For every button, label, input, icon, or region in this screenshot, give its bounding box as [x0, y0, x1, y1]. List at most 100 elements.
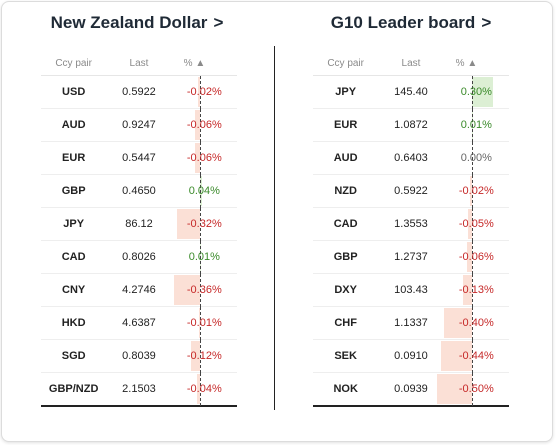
- last-price-cell: 0.0910: [378, 339, 444, 373]
- negative-change-bar: [174, 275, 200, 305]
- table-row[interactable]: AUD 0.6403 0.00%: [313, 141, 509, 175]
- table-row[interactable]: CHF 1.1337 -0.40%: [313, 306, 509, 340]
- negative-change-bar: [470, 176, 472, 206]
- pct-change-cell: 0.04%: [171, 174, 237, 208]
- panel-title-text: New Zealand Dollar: [50, 13, 208, 32]
- zero-line: [471, 241, 473, 274]
- table-row[interactable]: GBP 0.4650 0.04%: [41, 174, 237, 208]
- column-header-pair[interactable]: Ccy pair: [41, 51, 107, 76]
- pct-change-value: -0.40%: [458, 317, 494, 329]
- zero-line: [471, 142, 473, 175]
- pct-change-value: 0.01%: [460, 119, 492, 131]
- pair-cell: GBP: [313, 240, 379, 274]
- pct-change-value: -0.02%: [458, 185, 494, 197]
- pct-change-cell: 0.01%: [171, 240, 237, 274]
- table-row[interactable]: GBP/NZD 2.1503 -0.04%: [41, 372, 237, 407]
- pct-change-value: -0.06%: [186, 152, 222, 164]
- table-row[interactable]: EUR 0.5447 -0.06%: [41, 141, 237, 175]
- column-header-pair[interactable]: Ccy pair: [313, 51, 379, 76]
- pct-change-cell: -0.01%: [171, 306, 237, 340]
- last-price-cell: 0.8026: [106, 240, 172, 274]
- zero-line: [199, 175, 201, 208]
- negative-change-bar: [462, 275, 472, 305]
- table-header-row: Ccy pair Last % ▲: [313, 51, 509, 76]
- pct-change-value: -0.12%: [186, 350, 222, 362]
- negative-change-bar: [468, 209, 472, 239]
- pair-cell: HKD: [41, 306, 107, 340]
- column-header-pct-sort[interactable]: % ▲: [171, 51, 237, 76]
- zero-line: [471, 373, 473, 406]
- pair-cell: USD: [41, 75, 107, 109]
- table-row[interactable]: NOK 0.0939 -0.50%: [313, 372, 509, 407]
- zero-line: [199, 109, 201, 142]
- pair-cell: EUR: [41, 141, 107, 175]
- zero-line: [471, 76, 473, 109]
- chevron-right-icon: >: [481, 13, 492, 32]
- table-row[interactable]: CAD 1.3553 -0.05%: [313, 207, 509, 241]
- pct-change-cell: -0.50%: [436, 372, 509, 407]
- table-body: JPY 145.40 0.30% EUR 1.0872 0.01% AUD 0.6403 0.0…: [313, 75, 509, 407]
- pair-cell: CHF: [313, 306, 379, 340]
- table-row[interactable]: SGD 0.8039 -0.12%: [41, 339, 237, 373]
- last-price-cell: 1.2737: [378, 240, 444, 274]
- pct-change-cell: 0.01%: [443, 108, 509, 142]
- negative-change-bar: [177, 209, 200, 239]
- last-price-cell: 1.3553: [378, 207, 444, 241]
- pair-cell: GBP/NZD: [41, 372, 107, 407]
- g10-panel-title-link[interactable]: G10 Leader board >: [276, 13, 546, 33]
- table-row[interactable]: GBP 1.2737 -0.06%: [313, 240, 509, 274]
- table-row[interactable]: NZD 0.5922 -0.02%: [313, 174, 509, 208]
- g10-panel: G10 Leader board > Ccy pair Last % ▲ JPY 1…: [276, 2, 546, 441]
- pct-change-cell: -0.40%: [443, 306, 509, 340]
- zero-line: [199, 208, 201, 241]
- zero-line: [471, 340, 473, 373]
- pct-change-value: 0.30%: [460, 86, 492, 98]
- column-header-last[interactable]: Last: [106, 51, 172, 76]
- table-row[interactable]: EUR 1.0872 0.01%: [313, 108, 509, 142]
- panel-title-text: G10 Leader board: [330, 13, 476, 32]
- nzd-rates-table: Ccy pair Last % ▲ USD 0.5922 -0.02% AUD 0.92…: [41, 51, 237, 407]
- last-price-cell: 0.9247: [106, 108, 172, 142]
- negative-change-bar: [198, 77, 200, 107]
- positive-change-bar: [471, 77, 493, 107]
- pct-change-value: -0.50%: [458, 383, 494, 395]
- zero-line: [471, 109, 473, 142]
- pair-cell: GBP: [41, 174, 107, 208]
- last-price-cell: 0.5922: [106, 75, 172, 109]
- pair-cell: EUR: [313, 108, 379, 142]
- pair-cell: JPY: [313, 75, 379, 109]
- pct-change-cell: -0.44%: [440, 339, 509, 373]
- negative-change-bar: [443, 308, 472, 338]
- pair-cell: JPY: [41, 207, 107, 241]
- last-price-cell: 0.5447: [106, 141, 172, 175]
- table-row[interactable]: JPY 86.12 -0.32%: [41, 207, 237, 241]
- pair-cell: SGD: [41, 339, 107, 373]
- pct-change-value: -0.44%: [458, 350, 494, 362]
- pct-change-cell: -0.04%: [171, 372, 237, 407]
- negative-change-bar: [195, 143, 200, 173]
- column-header-pct-sort[interactable]: % ▲: [443, 51, 509, 76]
- table-row[interactable]: HKD 4.6387 -0.01%: [41, 306, 237, 340]
- table-row[interactable]: SEK 0.0910 -0.44%: [313, 339, 509, 373]
- zero-line: [199, 307, 201, 340]
- table-row[interactable]: CNY 4.2746 -0.36%: [41, 273, 237, 307]
- pct-change-value: -0.06%: [458, 251, 494, 263]
- column-header-last[interactable]: Last: [378, 51, 444, 76]
- table-row[interactable]: DXY 103.43 -0.13%: [313, 273, 509, 307]
- zero-line: [199, 274, 201, 307]
- pct-change-cell: -0.06%: [171, 141, 237, 175]
- zero-line: [199, 340, 201, 373]
- table-row[interactable]: USD 0.5922 -0.02%: [41, 75, 237, 109]
- table-row[interactable]: AUD 0.9247 -0.06%: [41, 108, 237, 142]
- pct-change-cell: 0.00%: [443, 141, 509, 175]
- pct-change-cell: -0.06%: [443, 240, 509, 274]
- pair-cell: CNY: [41, 273, 107, 307]
- table-row[interactable]: CAD 0.8026 0.01%: [41, 240, 237, 274]
- table-row[interactable]: JPY 145.40 0.30%: [313, 75, 509, 109]
- table-header-row: Ccy pair Last % ▲: [41, 51, 237, 76]
- pair-cell: DXY: [313, 273, 379, 307]
- pct-change-cell: -0.13%: [443, 273, 509, 307]
- pair-cell: CAD: [41, 240, 107, 274]
- nzd-panel-title-link[interactable]: New Zealand Dollar >: [2, 13, 272, 33]
